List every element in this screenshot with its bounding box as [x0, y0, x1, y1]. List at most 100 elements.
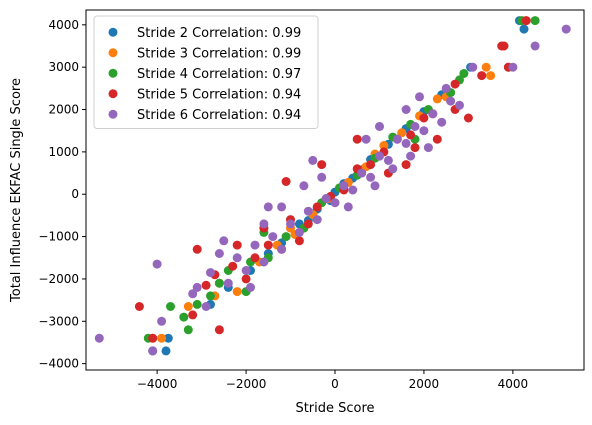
- data-point: [348, 185, 358, 195]
- legend-marker: [108, 109, 118, 119]
- data-point: [134, 302, 144, 311]
- data-point: [410, 143, 420, 153]
- x-axis-label: Stride Score: [295, 401, 374, 416]
- data-point: [214, 325, 224, 335]
- data-point: [277, 244, 287, 254]
- legend-marker: [108, 89, 118, 99]
- data-point: [468, 62, 478, 72]
- data-point: [463, 113, 473, 123]
- data-point: [161, 346, 171, 356]
- data-point: [148, 333, 158, 343]
- data-point: [419, 126, 429, 136]
- data-point: [397, 128, 407, 138]
- data-point: [259, 219, 269, 229]
- data-point: [281, 232, 291, 242]
- data-point: [415, 92, 424, 102]
- data-point: [561, 24, 571, 34]
- data-point: [499, 41, 509, 51]
- data-point: [428, 109, 438, 119]
- x-tick-label: −2000: [226, 377, 267, 391]
- data-point: [299, 181, 309, 191]
- legend: Stride 2 Correlation: 0.99 Stride 3 Corre…: [93, 15, 319, 129]
- data-point: [375, 122, 384, 131]
- y-tick-label: 1000: [48, 145, 79, 159]
- data-point: [192, 299, 202, 309]
- data-point: [94, 333, 104, 343]
- data-point: [303, 206, 313, 216]
- data-point: [366, 172, 376, 182]
- legend-marker: [108, 48, 118, 58]
- series-5: [94, 24, 571, 356]
- data-point: [228, 261, 238, 271]
- data-point: [352, 134, 362, 144]
- data-point: [508, 62, 518, 72]
- data-point: [317, 160, 327, 170]
- data-point: [406, 151, 416, 161]
- legend-entry-label: Stride 3 Correlation: 0.99: [137, 46, 301, 61]
- data-point: [183, 302, 193, 311]
- x-tick-label: −4000: [137, 377, 178, 391]
- data-point: [459, 69, 469, 78]
- data-point: [192, 244, 202, 254]
- data-point: [370, 181, 380, 191]
- data-point: [321, 194, 331, 203]
- data-point: [163, 333, 173, 343]
- data-point: [232, 240, 242, 250]
- data-point: [410, 122, 420, 131]
- data-point: [361, 134, 371, 144]
- x-tick-label: 0: [331, 377, 339, 391]
- data-point: [312, 215, 322, 225]
- data-point: [294, 236, 304, 246]
- data-point: [437, 117, 447, 127]
- data-point: [277, 202, 287, 212]
- data-point: [432, 134, 442, 144]
- data-point: [250, 240, 260, 250]
- legend-entry-label: Stride 6 Correlation: 0.94: [137, 108, 301, 123]
- data-point: [303, 219, 313, 229]
- data-point: [530, 41, 540, 51]
- data-point: [450, 79, 460, 89]
- data-point: [157, 333, 167, 343]
- data-point: [519, 24, 529, 34]
- legend-marker: [108, 68, 118, 78]
- data-point: [330, 198, 340, 208]
- data-point: [401, 160, 411, 170]
- data-point: [214, 249, 224, 258]
- data-point: [183, 325, 193, 335]
- y-tick-label: −2000: [38, 272, 79, 286]
- data-point: [246, 282, 255, 292]
- data-point: [157, 316, 167, 326]
- data-point: [223, 278, 233, 288]
- data-point: [441, 83, 451, 93]
- y-axis-ticks: −4000 −3000 −2000 −1000 0 1000 2000 3000 4000: [38, 18, 86, 371]
- x-tick-label: 2000: [409, 377, 440, 391]
- data-point: [357, 168, 367, 178]
- data-point: [379, 141, 389, 150]
- data-point: [432, 94, 442, 104]
- y-tick-label: 4000: [48, 18, 79, 32]
- data-point: [206, 291, 215, 301]
- data-point: [423, 143, 433, 153]
- data-point: [446, 96, 456, 106]
- data-point: [188, 310, 198, 320]
- data-point: [406, 130, 416, 140]
- data-point: [419, 113, 429, 123]
- data-point: [201, 302, 211, 311]
- data-point: [192, 282, 202, 292]
- data-point: [401, 105, 411, 114]
- y-tick-label: −4000: [38, 357, 79, 371]
- data-point: [481, 62, 491, 72]
- data-point: [339, 181, 349, 191]
- data-point: [268, 232, 278, 242]
- data-point: [179, 312, 189, 322]
- data-point: [392, 134, 402, 144]
- data-points: [94, 16, 571, 356]
- data-point: [148, 346, 158, 356]
- data-point: [263, 240, 273, 250]
- data-point: [486, 71, 496, 81]
- data-point: [232, 253, 242, 263]
- data-point: [375, 151, 384, 161]
- data-point: [281, 177, 291, 186]
- data-point: [286, 219, 295, 229]
- legend-marker: [108, 27, 118, 37]
